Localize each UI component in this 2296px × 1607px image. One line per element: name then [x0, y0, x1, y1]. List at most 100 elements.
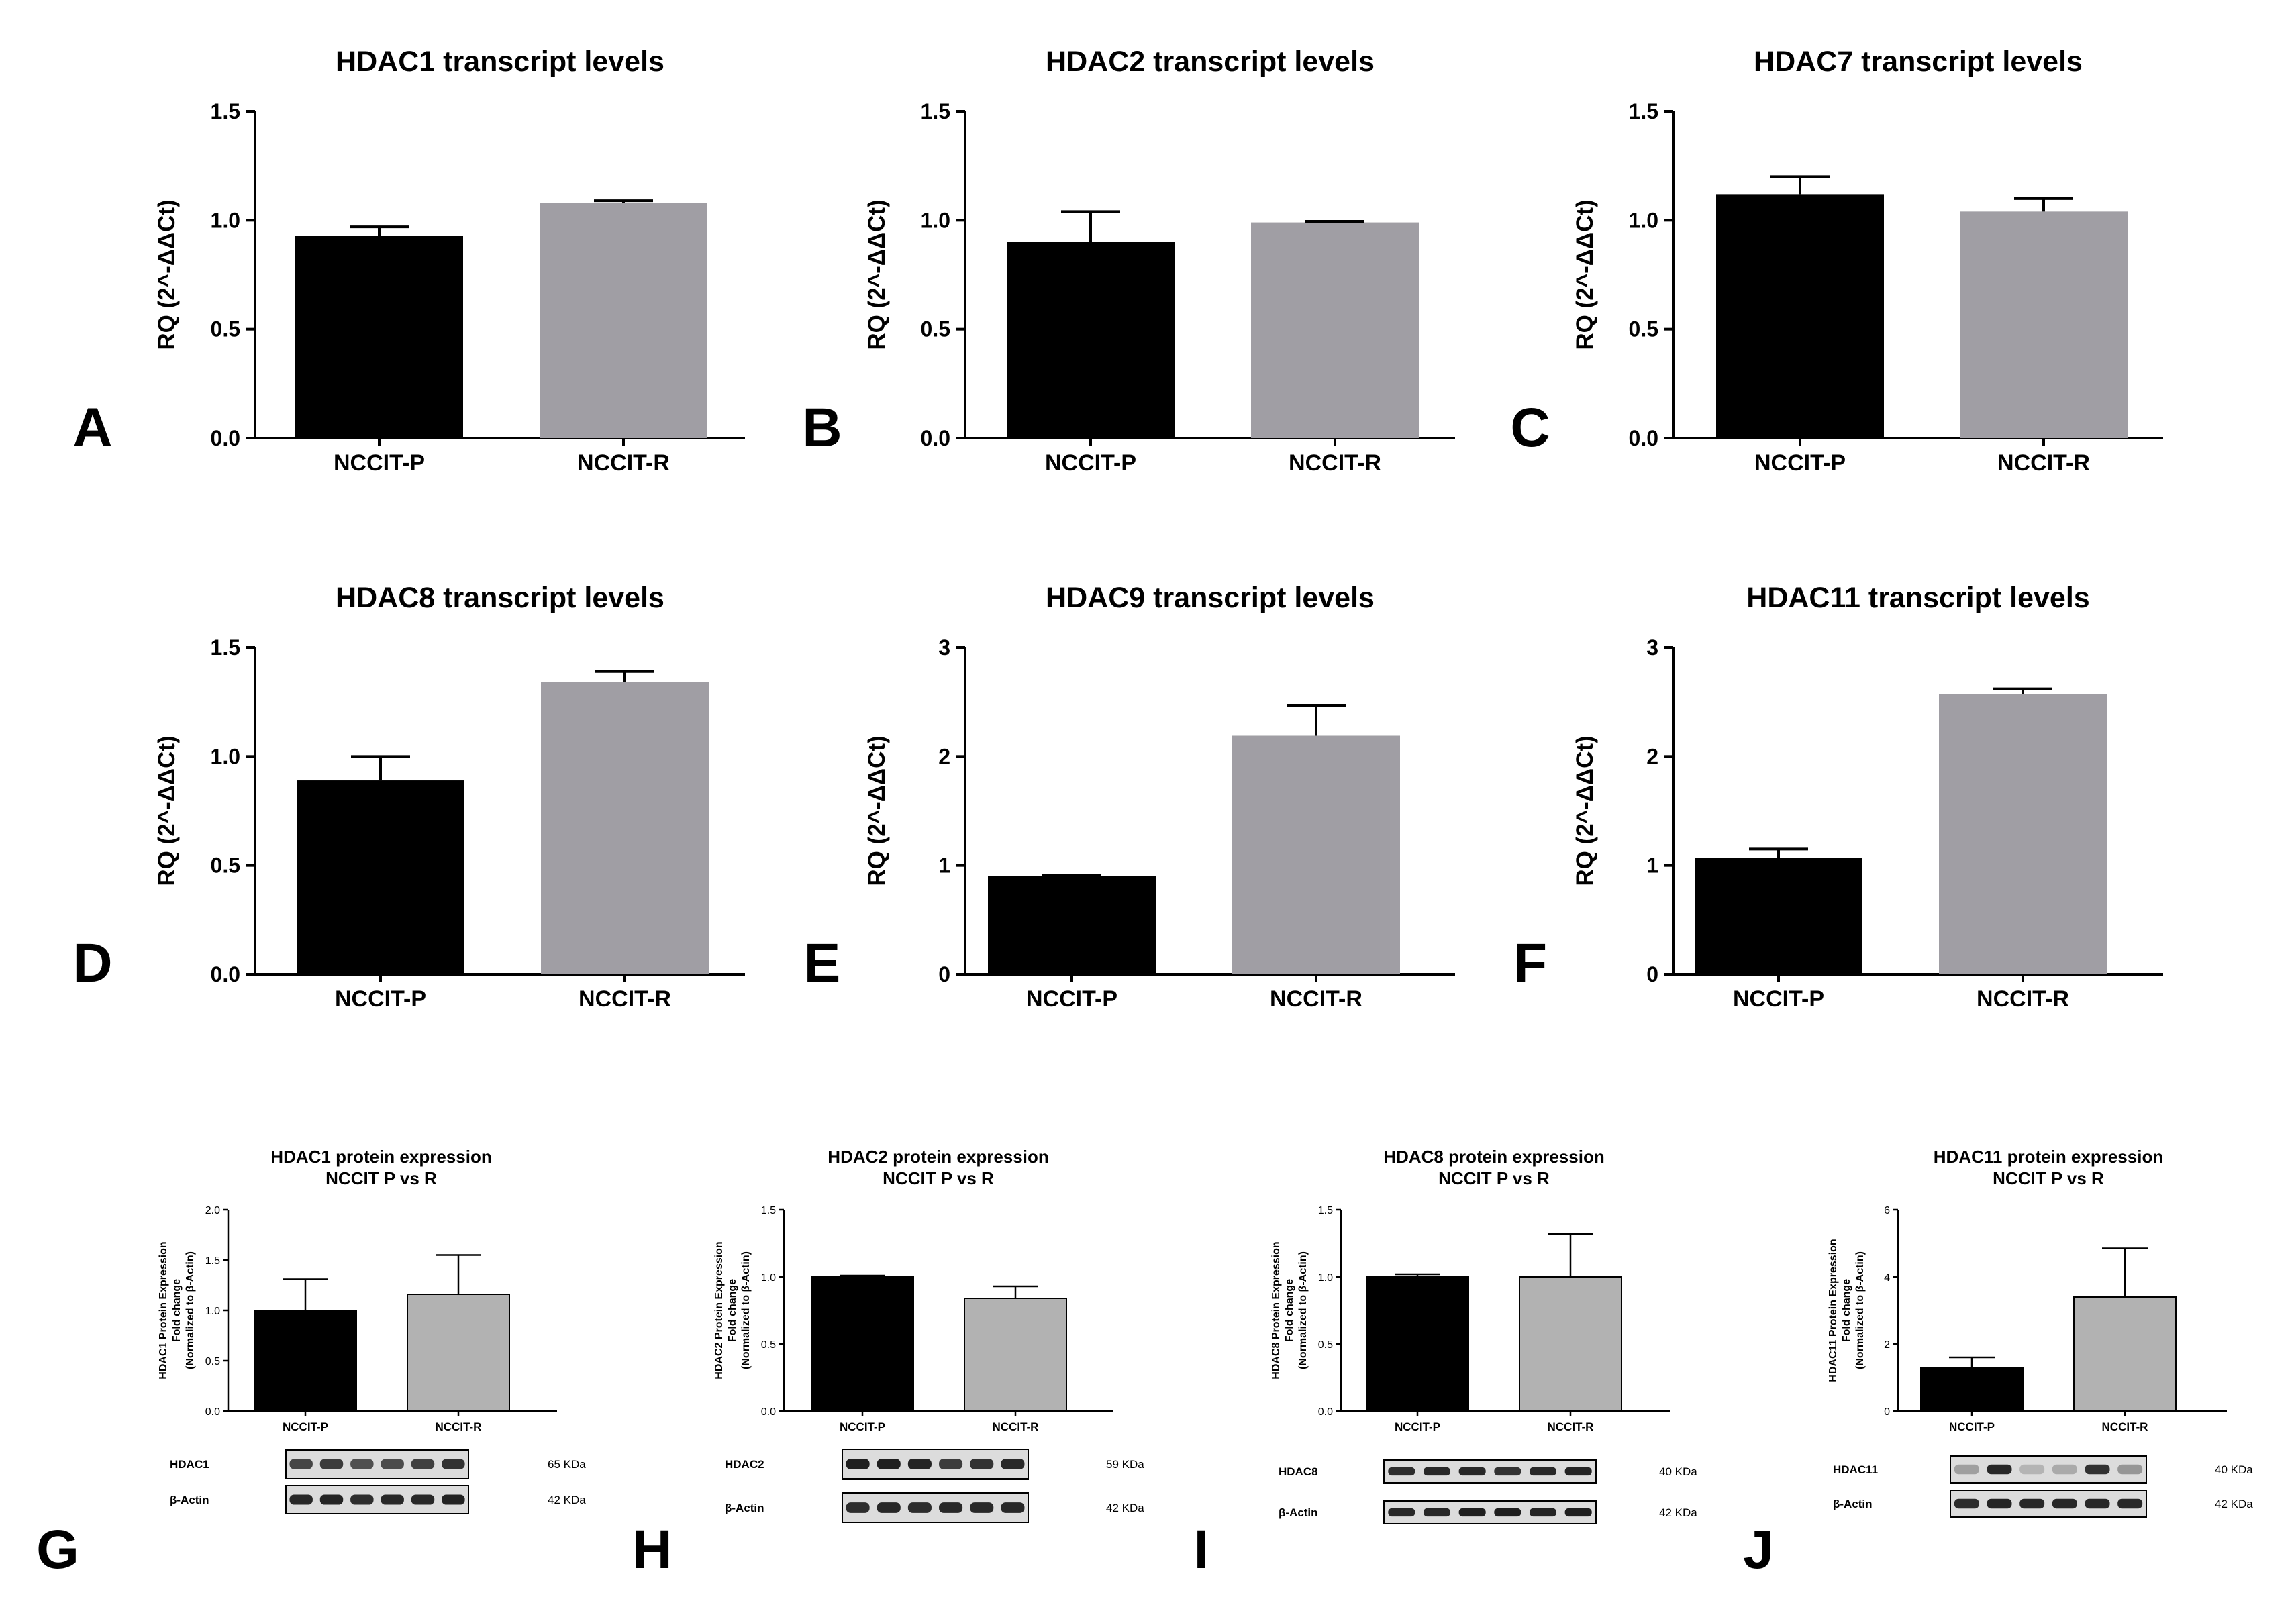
y-tick-label-i-2: 1.0: [1318, 1272, 1333, 1284]
blot-band-j-1-5: [2117, 1498, 2143, 1509]
y-axis-label-i-1: Fold change: [1284, 1279, 1295, 1342]
blot-label-j-1: β-Actin: [1833, 1498, 1873, 1510]
y-axis-label-h-2: (Normalized to β-Actin): [740, 1251, 752, 1369]
bar-a-nccit-r: [540, 203, 707, 438]
blot-band-g-1-2: [350, 1494, 374, 1505]
blot-band-g-0-4: [411, 1459, 435, 1469]
blot-label-i-0: HDAC8: [1279, 1465, 1318, 1478]
blot-strip-h-1: [842, 1492, 1029, 1523]
y-axis-label-j-1: Fold change: [1841, 1279, 1852, 1342]
bar-i-nccit-p: [1366, 1276, 1469, 1412]
chart-title-g-sub: NCCIT P vs R: [326, 1168, 437, 1188]
panel-e: E HDAC9 transcript levels RQ (2^-ΔΔCt) 0 1 2 3…: [804, 582, 1455, 1012]
bar-g-nccit-p: [254, 1310, 357, 1412]
y-tick-label-a-1: 0.5: [211, 317, 240, 342]
panel-letter-g: G: [36, 1519, 79, 1580]
panel-b: B HDAC2 transcript levels RQ (2^-ΔΔCt) 0.0 0…: [802, 46, 1455, 476]
chart-title-c: HDAC7 transcript levels: [1754, 46, 2083, 78]
blot-band-j-0-0: [1954, 1464, 1979, 1475]
y-tick-label-g-1: 0.5: [205, 1356, 220, 1367]
y-tick-label-c-1: 0.5: [1629, 317, 1658, 342]
blot-strip-j-1: [1950, 1490, 2147, 1518]
y-axis-label-i-0: HDAC8 Protein Expression: [1270, 1241, 1282, 1379]
x-tick-label-h-1: NCCIT-R: [993, 1420, 1039, 1433]
y-tick-label-j-1: 2: [1884, 1339, 1890, 1351]
blot-band-j-1-1: [1987, 1498, 2012, 1509]
chart-title-j: HDAC11 protein expression: [1934, 1147, 2163, 1167]
y-axis-label-h-1: Fold change: [727, 1279, 738, 1342]
x-tick-label-c-1: NCCIT-R: [1997, 450, 2090, 476]
y-tick-label-c-3: 1.5: [1629, 99, 1658, 123]
panel-letter-f: F: [1513, 933, 1547, 994]
chart-title-f: HDAC11 transcript levels: [1746, 582, 2089, 614]
panel-letter-b: B: [802, 397, 842, 458]
blot-band-h-0-4: [970, 1459, 994, 1469]
y-axis-label-j-2: (Normalized to β-Actin): [1854, 1251, 1866, 1369]
y-tick-label-c-2: 1.0: [1629, 208, 1658, 232]
panel-letter-e: E: [804, 933, 841, 994]
chart-title-i-sub: NCCIT P vs R: [1438, 1168, 1550, 1188]
blot-band-h-0-2: [907, 1459, 932, 1469]
y-tick-label-i-3: 1.5: [1318, 1205, 1333, 1216]
blot-band-j-0-1: [1987, 1464, 2012, 1475]
bar-d-nccit-r: [541, 682, 709, 974]
blot-band-g-0-2: [350, 1459, 374, 1469]
x-tick-label-i-1: NCCIT-R: [1548, 1420, 1594, 1433]
x-tick-label-j-1: NCCIT-R: [2102, 1420, 2148, 1433]
blot-band-j-1-2: [2019, 1498, 2045, 1509]
y-tick-label-e-1: 1: [938, 853, 950, 878]
x-tick-label-d-0: NCCIT-P: [335, 986, 426, 1012]
panel-letter-a: A: [72, 397, 112, 458]
blot-label-i-1: β-Actin: [1279, 1506, 1318, 1519]
bar-b-nccit-p: [1007, 242, 1175, 438]
x-tick-label-a-0: NCCIT-P: [334, 450, 425, 476]
x-tick-label-e-1: NCCIT-R: [1270, 986, 1362, 1012]
blot-band-i-0-0: [1388, 1467, 1415, 1476]
blot-kda-g-1: 42 KDa: [548, 1494, 586, 1506]
panel-f: F HDAC11 transcript levels RQ (2^-ΔΔCt) 0 1 2…: [1513, 582, 2163, 1012]
panel-letter-i: I: [1194, 1519, 1209, 1580]
y-tick-label-g-0: 0.0: [205, 1406, 220, 1418]
blot-band-g-1-1: [319, 1494, 344, 1505]
y-tick-label-d-2: 1.0: [211, 744, 240, 768]
blot-strip-j-0: [1950, 1455, 2147, 1484]
bar-j-nccit-r: [2073, 1296, 2177, 1412]
blot-band-i-1-0: [1388, 1508, 1415, 1517]
y-tick-label-f-2: 2: [1646, 744, 1658, 768]
bar-c-nccit-r: [1960, 211, 2128, 438]
blot-band-j-0-4: [2085, 1464, 2110, 1475]
blot-band-j-0-5: [2117, 1464, 2143, 1475]
blot-band-h-1-2: [907, 1502, 932, 1513]
blot-band-g-0-5: [442, 1459, 465, 1469]
y-tick-label-e-3: 3: [938, 635, 950, 660]
y-tick-label-j-2: 4: [1884, 1272, 1890, 1284]
y-tick-label-c-0: 0.0: [1629, 426, 1658, 450]
y-tick-label-e-2: 2: [938, 744, 950, 768]
blot-kda-j-0: 40 KDa: [2215, 1463, 2253, 1476]
x-tick-label-a-1: NCCIT-R: [577, 450, 670, 476]
blot-kda-i-0: 40 KDa: [1659, 1465, 1697, 1478]
blot-band-g-0-1: [319, 1459, 344, 1469]
chart-title-b: HDAC2 transcript levels: [1046, 46, 1375, 78]
blot-kda-h-0: 59 KDa: [1106, 1458, 1144, 1471]
chart-title-h-sub: NCCIT P vs R: [883, 1168, 994, 1188]
blot-band-i-0-1: [1423, 1467, 1451, 1476]
y-tick-label-d-0: 0.0: [211, 962, 240, 986]
y-tick-label-i-0: 0.0: [1318, 1406, 1333, 1418]
x-tick-label-j-0: NCCIT-P: [1949, 1420, 1995, 1433]
panel-letter-c: C: [1510, 397, 1550, 458]
blot-band-h-1-1: [877, 1502, 901, 1513]
panel-letter-d: D: [72, 933, 112, 994]
bar-b-nccit-r: [1251, 222, 1419, 438]
y-axis-label-b: RQ (2^-ΔΔCt): [864, 199, 890, 350]
blot-strip-i-1: [1383, 1500, 1597, 1524]
y-tick-label-a-2: 1.0: [211, 208, 240, 232]
x-tick-label-f-0: NCCIT-P: [1733, 986, 1824, 1012]
blot-band-i-0-4: [1529, 1467, 1557, 1476]
y-tick-label-h-3: 1.5: [761, 1205, 776, 1216]
y-tick-label-a-3: 1.5: [211, 99, 240, 123]
